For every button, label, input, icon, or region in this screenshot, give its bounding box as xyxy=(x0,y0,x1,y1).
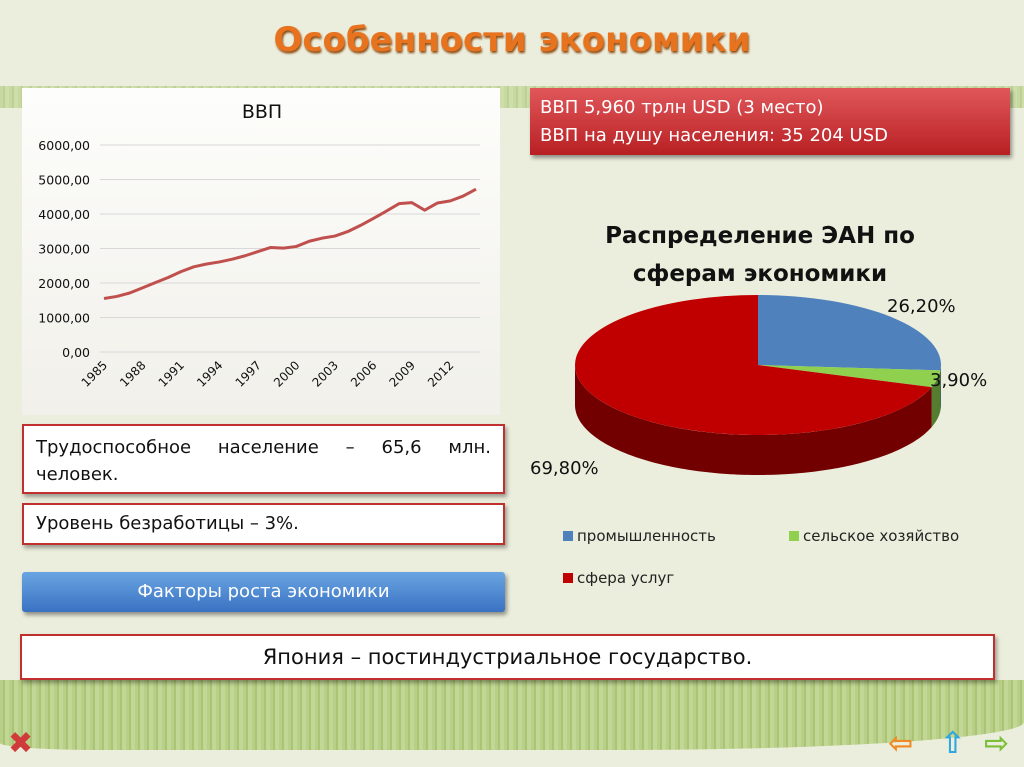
growth-factors-button[interactable]: Факторы роста экономики xyxy=(22,572,505,612)
pie-label-services: 69,80% xyxy=(530,458,599,479)
legend-label: промышленность xyxy=(577,527,716,545)
y-tick-label: 4000,00 xyxy=(38,207,90,222)
x-tick-label: 1991 xyxy=(156,358,187,389)
pie-label-agriculture: 3,90% xyxy=(930,370,988,391)
y-tick-label: 3000,00 xyxy=(38,242,90,257)
x-tick-label: 1988 xyxy=(117,358,148,389)
gdp-per-capita: ВВП на душу населения: 35 204 USD xyxy=(540,125,889,146)
unemployment-box: Уровень безработицы – 3%. xyxy=(22,503,505,545)
y-tick-label: 0,00 xyxy=(62,345,90,360)
legend-label: сельское хозяйство xyxy=(803,527,960,545)
line-chart-svg: ВВП 0,00 1000,00 2000,00 3000,00 4000,00 5000,… xyxy=(38,101,480,390)
labor-force-box: Трудоспособное население – 65,6 млн. чел… xyxy=(22,424,505,494)
pie-label-industry: 26,20% xyxy=(887,296,956,317)
legend-swatch xyxy=(789,531,799,541)
x-tick-label: 1994 xyxy=(194,358,225,389)
x-tick-label: 1985 xyxy=(79,358,110,389)
legend-label: сфера услуг xyxy=(577,569,675,587)
next-arrow-icon[interactable]: ⇨ xyxy=(984,726,1010,761)
pie-slice xyxy=(758,365,941,388)
line-chart-title: ВВП xyxy=(242,101,282,123)
slide-title: Особенности экономики xyxy=(273,20,751,60)
close-icon[interactable]: ✖ xyxy=(8,726,34,761)
gdp-line-chart: ВВП 0,00 1000,00 2000,00 3000,00 4000,00 5000,… xyxy=(22,88,500,415)
gdp-total: ВВП 5,960 трлн USD (3 место) xyxy=(540,97,824,118)
pie-chart-title: Распределение ЭАН по сферам экономики xyxy=(605,223,915,287)
prev-arrow-icon[interactable]: ⇦ xyxy=(888,726,914,761)
x-tick-label: 2012 xyxy=(425,358,456,389)
x-tick-label: 2000 xyxy=(271,358,302,389)
up-arrow-icon[interactable]: ⇧ xyxy=(940,726,966,761)
japan-statement-box: Япония – постиндустриальное государство. xyxy=(20,634,995,680)
legend-services: сфера услуг xyxy=(563,569,674,587)
y-tick-label: 2000,00 xyxy=(38,276,90,291)
x-tick-label: 1997 xyxy=(233,358,264,389)
y-tick-label: 5000,00 xyxy=(38,173,90,188)
x-tick-label: 2006 xyxy=(348,358,379,389)
legend-swatch xyxy=(563,531,573,541)
legend-industry: промышленность xyxy=(563,527,716,545)
y-tick-label: 6000,00 xyxy=(38,138,90,153)
gdp-info-box: ВВП 5,960 трлн USD (3 место) ВВП на душу… xyxy=(530,88,1010,155)
pie-side-сфера услуг xyxy=(575,365,932,475)
legend-agriculture: сельское хозяйство xyxy=(789,527,959,545)
grass-band-bottom xyxy=(0,680,1024,750)
legend-swatch xyxy=(563,573,573,583)
x-tick-label: 2003 xyxy=(310,358,341,389)
x-tick-label: 2009 xyxy=(386,358,417,389)
pie-slice xyxy=(575,295,932,435)
y-tick-label: 1000,00 xyxy=(38,311,90,326)
gdp-series-line xyxy=(103,187,477,301)
